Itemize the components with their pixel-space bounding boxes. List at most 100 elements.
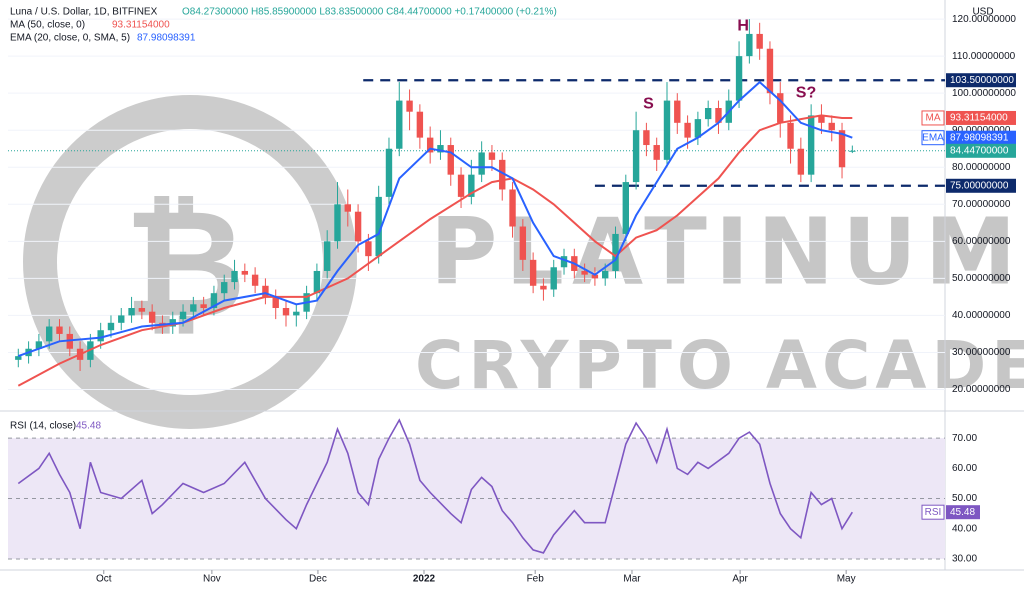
candle-body <box>622 182 630 234</box>
candle-body <box>210 293 218 308</box>
symbol-title: Luna / U.S. Dollar, 1D, BITFINEX <box>10 7 158 18</box>
candle-body <box>426 137 434 153</box>
x-tick-label: 2022 <box>413 574 436 585</box>
candle-body <box>818 115 825 123</box>
price-badge-label: 84.44700000 <box>950 145 1009 156</box>
price-badge-label: 93.31154000 <box>950 113 1008 124</box>
candle-body <box>632 130 640 183</box>
ohlc-values: O84.27300000 H85.85900000 L83.83500000 C… <box>182 7 557 18</box>
candle-body <box>849 150 856 152</box>
candle-body <box>478 152 485 175</box>
price-badge <box>946 143 1016 158</box>
y-tick-label: 80.00000000 <box>952 162 1011 173</box>
candle-body <box>385 148 393 197</box>
legend: Luna / U.S. Dollar, 1D, BITFINEX O84.273… <box>10 7 557 432</box>
candle-body <box>375 196 382 257</box>
candle-body <box>354 211 362 242</box>
candle-body <box>221 282 228 294</box>
price-badge-label: 75.00000000 <box>950 180 1009 191</box>
candle-body <box>128 308 135 316</box>
y-tick-label: 30.00000000 <box>952 347 1011 358</box>
tag-label: EMA <box>922 132 944 143</box>
candle-body <box>499 159 506 190</box>
x-tick-label: Mar <box>623 574 641 585</box>
candle-body <box>406 100 413 112</box>
y-tick-label: 40.00000000 <box>952 310 1011 321</box>
legend-value: 87.98098391 <box>137 33 196 44</box>
candle-body <box>560 256 568 268</box>
candle-body <box>591 274 599 279</box>
candle-body <box>148 311 156 323</box>
rsi-tag-box <box>921 504 945 520</box>
y-tick-label: 100.00000000 <box>952 88 1016 99</box>
plot: 20.00000000 30.00000000 40.00000000 50.0000… <box>8 14 1016 585</box>
candle-body <box>519 226 527 260</box>
candle-body <box>746 33 753 57</box>
candle-body <box>282 308 290 316</box>
y-tick-label: 20.00000000 <box>952 384 1011 395</box>
rsi-badge-label: 45.48 <box>950 507 975 518</box>
candle-body <box>529 259 537 286</box>
rsi-tick-label: 70.00 <box>952 433 977 444</box>
candle-body <box>828 122 835 131</box>
legend-name: EMA (20, close, 0, SMA, 5) <box>10 33 130 44</box>
indicator-line <box>17 80 853 358</box>
candle-body <box>694 119 702 138</box>
candle-body <box>416 111 424 138</box>
candle-body <box>674 100 681 123</box>
y-tick-label: 110.00000000 <box>952 51 1016 62</box>
tag-label: MA <box>926 113 941 124</box>
candle-body <box>138 308 146 312</box>
candle-body <box>581 270 588 275</box>
candle-body <box>643 130 650 146</box>
y-tick-label: 90.00000000 <box>952 125 1011 136</box>
candle-body <box>231 270 238 283</box>
price-badge <box>946 130 1016 145</box>
price-badge <box>946 110 1016 125</box>
candle-body <box>396 100 403 149</box>
y-tick-label: 70.00000000 <box>952 199 1011 210</box>
annotation: S? <box>796 84 816 101</box>
candle-body <box>756 33 763 49</box>
candle-body <box>45 326 53 342</box>
candle-body <box>807 115 815 175</box>
candle-body <box>251 274 259 286</box>
candle-body <box>838 130 846 168</box>
annotation: S <box>643 96 654 113</box>
candle-body <box>468 174 475 197</box>
rsi-band <box>8 438 945 559</box>
candle-body <box>179 311 187 320</box>
price-badge <box>946 73 1016 88</box>
candle-body <box>344 204 351 212</box>
candle-body <box>56 326 63 334</box>
x-tick-label: Oct <box>96 574 112 585</box>
candle-body <box>797 148 805 175</box>
candle-body <box>488 152 496 160</box>
candle-body <box>262 285 269 297</box>
candle-body <box>663 100 671 160</box>
legend-value: 45.48 <box>76 421 101 432</box>
x-tick-label: Dec <box>309 574 327 585</box>
x-tick-label: Feb <box>527 574 545 585</box>
currency-label: USD <box>972 7 993 18</box>
candle-body <box>612 233 619 271</box>
rsi-badge <box>946 505 980 520</box>
price-badge-label: 103.50000000 <box>950 75 1014 86</box>
candle-body <box>540 285 547 290</box>
candle-body <box>334 204 341 242</box>
candle-body <box>509 189 516 227</box>
logo-ring <box>23 95 357 429</box>
legend-name: RSI (14, close) <box>10 421 76 432</box>
candle-body <box>715 108 722 123</box>
watermark-text: CRYPTO ACADEMY <box>415 327 1024 404</box>
legend-name: MA (50, close, 0) <box>10 20 85 31</box>
candle-body <box>787 122 794 149</box>
x-tick-label: Apr <box>732 574 748 585</box>
rsi-tick-label: 50.00 <box>952 493 977 504</box>
candle-body <box>293 311 300 316</box>
candle-body <box>550 267 557 290</box>
price-badge-label: 87.98098391 <box>950 132 1009 143</box>
watermark-text: PLATINUM <box>430 198 1024 305</box>
watermark: ₿ PLATINUM CRYPTO ACADEMY <box>23 95 1024 429</box>
tag-box <box>921 130 945 146</box>
